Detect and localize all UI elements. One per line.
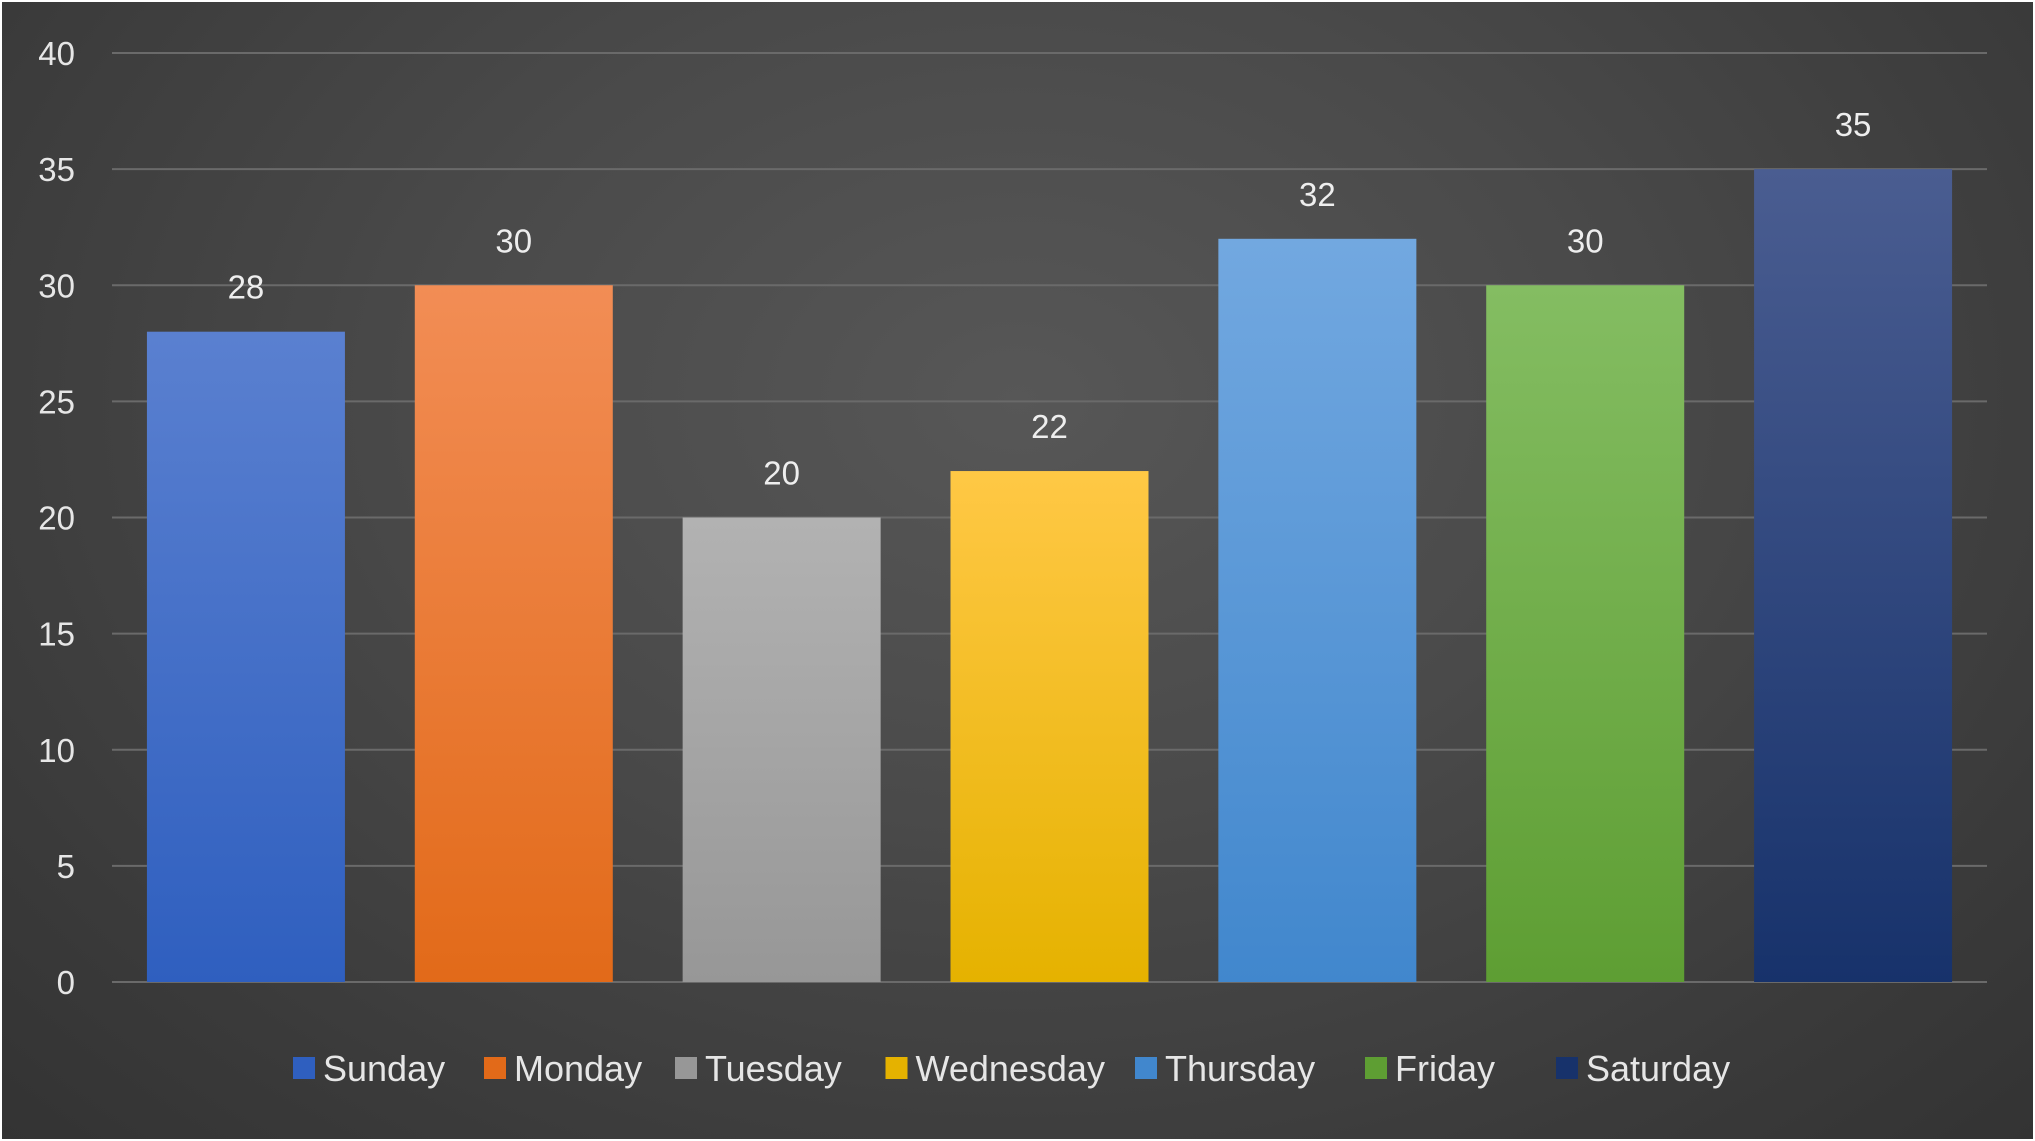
legend-item-sunday: Sunday <box>293 1048 445 1089</box>
legend-swatch <box>885 1057 908 1079</box>
data-label: 20 <box>763 455 800 492</box>
data-label: 35 <box>1835 106 1872 143</box>
y-tick-label: 20 <box>38 500 75 537</box>
legend-swatch <box>1556 1057 1578 1079</box>
legend-label: Monday <box>514 1048 642 1089</box>
data-label: 30 <box>1567 222 1604 259</box>
legend-swatch <box>1365 1057 1387 1079</box>
legend-swatch <box>675 1057 697 1079</box>
data-label: 30 <box>495 222 532 259</box>
legend-item-saturday: Saturday <box>1556 1048 1730 1089</box>
legend-item-tuesday: Tuesday <box>675 1048 842 1089</box>
data-label: 22 <box>1031 408 1068 445</box>
y-axis-ticks: 0 5 10 15 20 25 30 35 40 <box>38 35 75 1001</box>
legend-item-monday: Monday <box>484 1048 642 1089</box>
legend-item-friday: Friday <box>1365 1048 1495 1089</box>
y-tick-label: 35 <box>38 151 75 188</box>
legend-item-thursday: Thursday <box>1135 1048 1315 1089</box>
legend: Sunday Monday Tuesday Wednesday Thursday Frid… <box>293 1048 1730 1089</box>
y-tick-label: 10 <box>38 732 75 769</box>
legend-swatch <box>484 1057 506 1079</box>
y-tick-label: 25 <box>38 383 75 420</box>
data-labels: 28 30 20 22 32 30 35 <box>228 106 1872 491</box>
y-tick-label: 30 <box>38 267 75 304</box>
legend-label: Saturday <box>1586 1048 1730 1089</box>
legend-label: Friday <box>1395 1048 1495 1089</box>
legend-label: Thursday <box>1165 1048 1315 1089</box>
bar-friday <box>1486 285 1685 982</box>
y-tick-label: 15 <box>38 616 75 653</box>
y-tick-label: 0 <box>57 964 75 1001</box>
y-tick-label: 40 <box>38 35 75 72</box>
legend-label: Sunday <box>323 1048 445 1089</box>
bar-sunday <box>146 331 345 982</box>
legend-label: Wednesday <box>916 1048 1105 1089</box>
bar-wednesday <box>950 471 1149 982</box>
legend-swatch <box>1135 1057 1157 1079</box>
data-label: 32 <box>1299 176 1336 213</box>
y-tick-label: 5 <box>57 848 75 885</box>
legend-swatch <box>293 1057 315 1079</box>
bars <box>146 169 1953 983</box>
data-label: 28 <box>228 269 265 306</box>
bar-thursday <box>1218 238 1417 983</box>
bar-tuesday <box>682 517 881 982</box>
legend-label: Tuesday <box>705 1048 842 1089</box>
bar-saturday <box>1754 169 1953 982</box>
legend-item-wednesday: Wednesday <box>885 1048 1105 1089</box>
bar-monday <box>414 285 613 982</box>
